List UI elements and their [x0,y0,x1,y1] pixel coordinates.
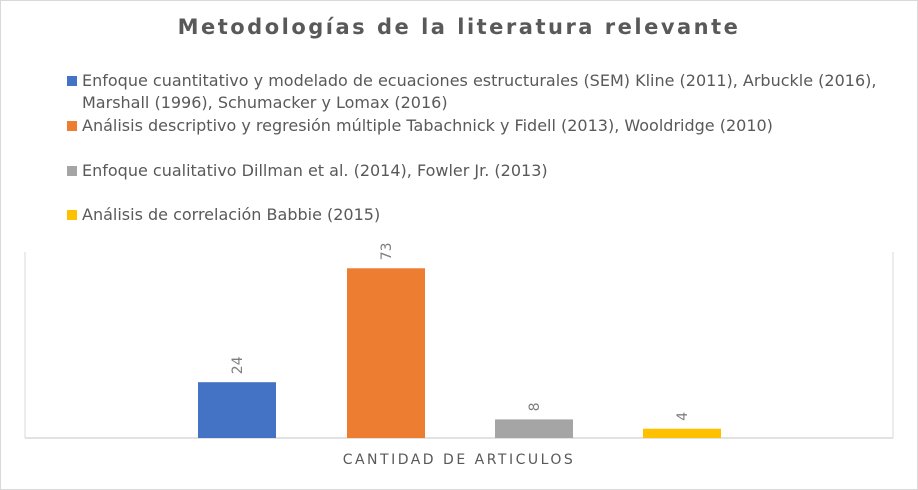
legend-swatch [67,76,77,86]
data-label-2: 73 [379,242,395,260]
legend-label: Enfoque cualitativo Dillman et al. (2014… [82,161,548,180]
x-axis-label: CANTIDAD DE ARTICULOS [342,452,576,468]
bar-2 [347,268,425,438]
data-label-3: 8 [527,402,543,411]
chart-title: Metodologías de la literatura relevante [177,15,741,39]
bar-1 [198,382,276,438]
legend-item-regresion: Análisis descriptivo y regresión múltipl… [67,115,882,137]
data-label-4: 4 [675,412,691,421]
legend-swatch [67,166,77,176]
legend-item-sem: Enfoque cuantitativo y modelado de ecuac… [67,70,882,114]
legend-label: Análisis descriptivo y regresión múltipl… [82,116,773,135]
bar-3 [495,419,573,438]
legend-label: Enfoque cuantitativo y modelado de ecuac… [82,71,877,112]
bar-4 [643,428,721,438]
legend-swatch [67,121,77,131]
legend-item-correlacion: Análisis de correlación Babbie (2015) [67,204,882,226]
legend-item-cualitativo: Enfoque cualitativo Dillman et al. (2014… [67,160,882,182]
data-label-1: 24 [230,356,246,374]
legend-swatch [67,210,77,220]
legend-label: Análisis de correlación Babbie (2015) [82,205,381,224]
